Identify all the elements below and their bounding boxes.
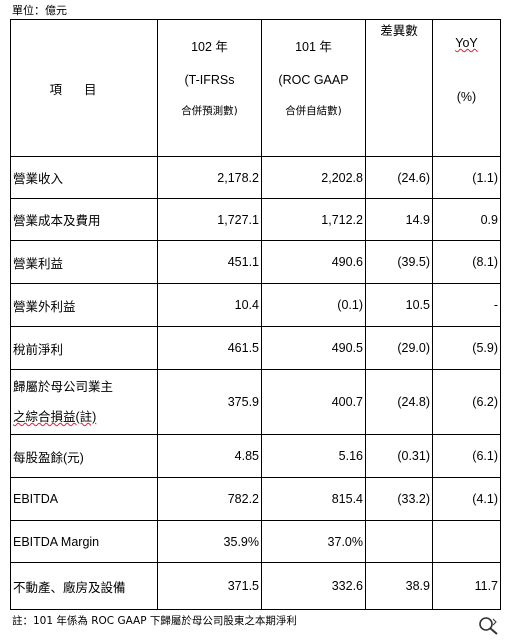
header-101: 101 年 (ROC GAAP 合併自結數): [261, 19, 366, 157]
header-yoy: YoY (%): [432, 19, 501, 157]
unit-label: 單位：億元: [12, 4, 67, 17]
header-row: 項目 102 年 (T-IFRSs 合併預測數) 101 年 (ROC GAAP…: [10, 19, 501, 157]
table-row: 營業外利益 10.4 (0.1) 10.5 -: [10, 283, 501, 327]
header-diff: 差異數: [365, 19, 433, 157]
header-item: 項目: [10, 19, 158, 157]
table-row: 每股盈餘(元) 4.85 5.16 (0.31) (6.1): [10, 434, 501, 478]
table-row: EBITDA Margin 35.9% 37.0%: [10, 520, 501, 563]
table-row: 不動產、廠房及設備 371.5 332.6 38.9 11.7: [10, 562, 501, 610]
zoom-icon[interactable]: [478, 616, 500, 636]
table-row: EBITDA 782.2 815.4 (33.2) (4.1): [10, 477, 501, 521]
table-row: 營業收入 2,178.2 2,202.8 (24.6) (1.1): [10, 156, 501, 199]
table-row: 稅前淨利 461.5 490.5 (29.0) (5.9): [10, 326, 501, 370]
table-row: 營業利益 451.1 490.6 (39.5) (8.1): [10, 240, 501, 284]
financial-table: 項目 102 年 (T-IFRSs 合併預測數) 101 年 (ROC GAAP…: [10, 19, 501, 610]
table-row: 營業成本及費用 1,727.1 1,712.2 14.9 0.9: [10, 198, 501, 241]
header-102: 102 年 (T-IFRSs 合併預測數): [157, 19, 262, 157]
footnote: 註：101 年係為 ROC GAAP 下歸屬於母公司股東之本期淨利: [12, 615, 297, 627]
table-row: 歸屬於母公司業主 之綜合損益(註) 375.9 400.7 (24.8) (6.…: [10, 369, 501, 435]
